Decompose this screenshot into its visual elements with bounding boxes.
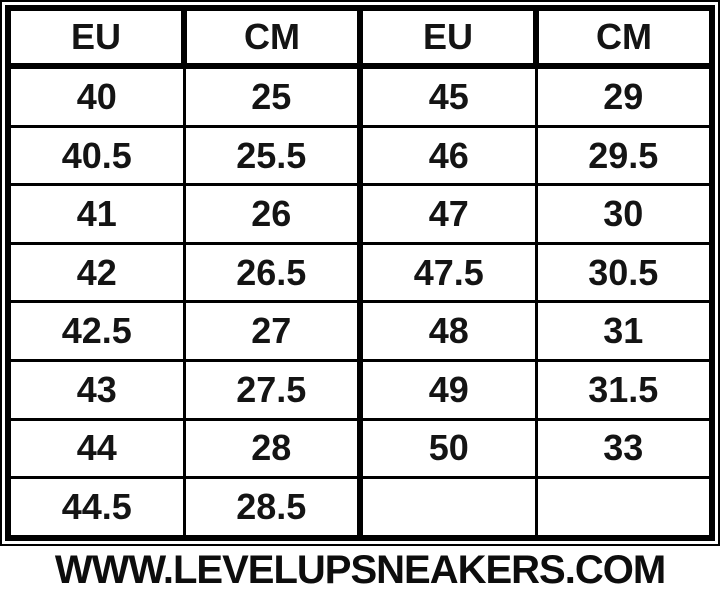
eu-size-cell: 40 — [6, 64, 186, 128]
eu-size-cell: 49 — [357, 359, 538, 421]
column-header-cm-left: CM — [181, 5, 363, 69]
cm-size-cell: 29 — [534, 64, 714, 128]
cm-size-cell: 25 — [182, 64, 362, 128]
cm-size-cell: 29.5 — [534, 124, 714, 187]
cm-size-cell: 28 — [182, 417, 362, 480]
cm-size-cell: 30.5 — [534, 241, 714, 304]
table-row: 40 25 45 29 — [6, 64, 714, 128]
table-row: 44.5 28.5 — [6, 476, 714, 540]
eu-size-cell — [357, 476, 538, 540]
eu-size-cell: 40.5 — [6, 124, 186, 187]
eu-size-cell: 42 — [6, 241, 186, 304]
cm-size-cell: 30 — [534, 183, 714, 245]
eu-size-cell: 45 — [357, 64, 538, 128]
table-row: 41 26 47 30 — [6, 183, 714, 245]
cm-size-cell: 27 — [182, 300, 362, 363]
column-header-eu-left: EU — [5, 5, 187, 69]
cm-size-cell: 33 — [534, 417, 714, 480]
cm-size-cell: 27.5 — [182, 359, 362, 421]
size-chart-table: EU CM EU CM 40 25 45 29 40.5 25.5 46 29.5 41 26 47… — [0, 0, 720, 546]
eu-size-cell: 46 — [357, 124, 538, 187]
table-row: 43 27.5 49 31.5 — [6, 359, 714, 421]
table-row: 42 26.5 47.5 30.5 — [6, 241, 714, 304]
cm-size-cell: 31 — [534, 300, 714, 363]
table-header: EU CM EU CM — [5, 5, 715, 69]
website-url: WWW.LEVELUPSNEAKERS.COM — [54, 548, 666, 592]
table-row: 40.5 25.5 46 29.5 — [6, 124, 714, 187]
cm-size-cell: 26 — [182, 183, 362, 245]
eu-cm-conversion-table: EU CM EU CM 40 25 45 29 40.5 25.5 46 29.5 41 26 47… — [5, 5, 715, 541]
eu-size-cell: 47 — [357, 183, 538, 245]
cm-size-cell: 31.5 — [534, 359, 714, 421]
cm-size-cell: 25.5 — [182, 124, 362, 187]
eu-size-cell: 43 — [6, 359, 186, 421]
eu-size-cell: 44.5 — [6, 476, 186, 540]
cm-size-cell: 26.5 — [182, 241, 362, 304]
eu-size-cell: 44 — [6, 417, 186, 480]
eu-size-cell: 42.5 — [6, 300, 186, 363]
table-row: 42.5 27 48 31 — [6, 300, 714, 363]
cm-size-cell — [534, 476, 714, 540]
header-row: EU CM EU CM — [5, 5, 715, 69]
table-row: 44 28 50 33 — [6, 417, 714, 480]
cm-size-cell: 28.5 — [182, 476, 362, 540]
eu-size-cell: 48 — [357, 300, 538, 363]
eu-size-cell: 47.5 — [357, 241, 538, 304]
column-header-cm-right: CM — [533, 5, 715, 69]
column-header-eu-right: EU — [357, 5, 539, 69]
eu-size-cell: 41 — [6, 183, 186, 245]
size-table-body: 40 25 45 29 40.5 25.5 46 29.5 41 26 47 30 42 26.5 47.5… — [6, 64, 714, 540]
eu-size-cell: 50 — [357, 417, 538, 480]
